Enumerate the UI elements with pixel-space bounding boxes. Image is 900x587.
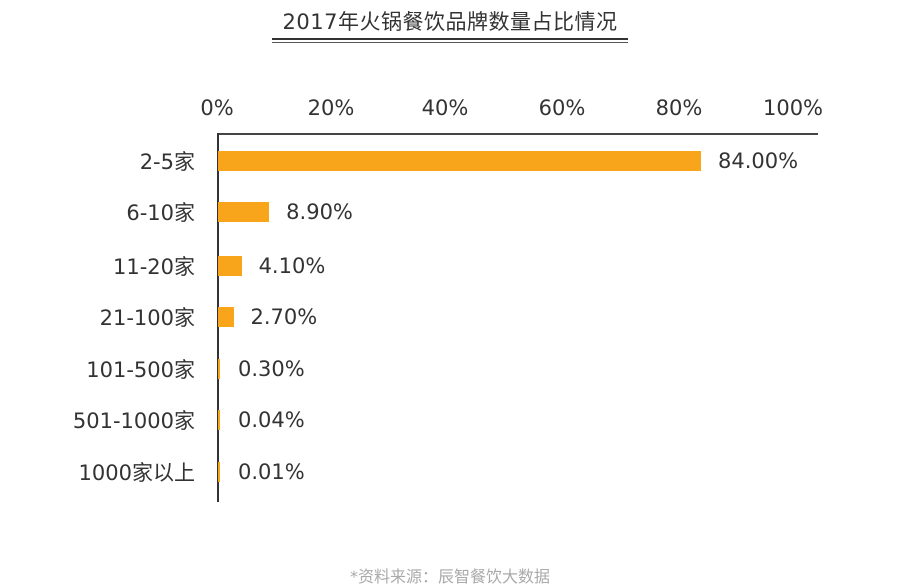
title-underline	[272, 38, 628, 40]
x-tick-label: 0%	[200, 96, 234, 120]
source-note: *资料来源：辰智餐饮大数据	[349, 567, 550, 586]
value-label: 4.10%	[258, 254, 326, 278]
chart-title: 2017年火锅餐饮品牌数量占比情况	[282, 10, 618, 34]
value-label: 2.70%	[250, 305, 318, 329]
category-label: 1000家以上	[78, 461, 195, 485]
category-label: 6-10家	[126, 201, 195, 225]
title-underline-thin	[272, 42, 628, 43]
category-label: 101-500家	[86, 358, 195, 382]
x-axis-line	[217, 133, 818, 135]
value-label: 0.01%	[238, 460, 305, 484]
value-label: 84.00%	[718, 149, 799, 173]
bar	[218, 359, 220, 379]
y-axis-line	[217, 133, 219, 502]
bar	[218, 307, 234, 327]
category-label: 11-20家	[112, 255, 195, 279]
category-label: 501-1000家	[72, 409, 195, 433]
x-tick-label: 40%	[421, 96, 469, 120]
category-label: 2-5家	[139, 150, 195, 174]
x-tick-label: 60%	[538, 96, 586, 120]
value-label: 0.04%	[238, 408, 305, 432]
bar	[218, 202, 270, 222]
x-tick-label: 100%	[762, 96, 824, 120]
x-tick-label: 80%	[655, 96, 703, 120]
value-label: 8.90%	[286, 200, 353, 224]
bar	[218, 462, 220, 482]
value-label: 0.30%	[238, 357, 305, 381]
bar	[218, 151, 701, 171]
bar	[218, 410, 220, 430]
bar	[218, 256, 242, 276]
x-tick-label: 20%	[307, 96, 355, 120]
category-label: 21-100家	[99, 306, 195, 330]
